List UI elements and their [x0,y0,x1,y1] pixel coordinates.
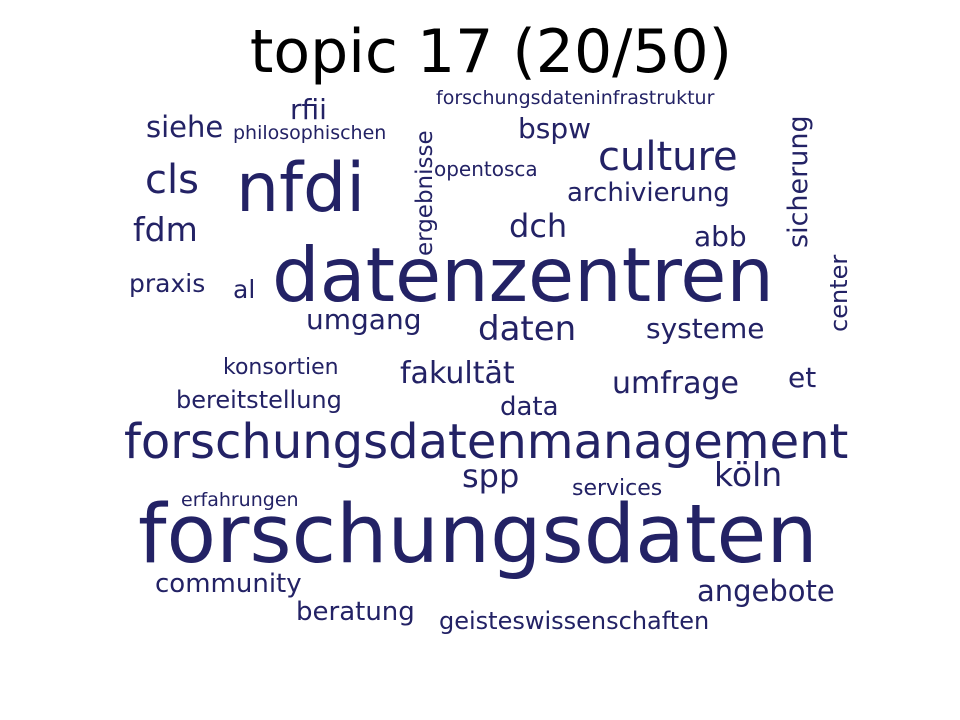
word-daten: daten [478,309,577,349]
word-archivierung: archivierung [567,178,730,208]
word-fakultaet: fakultät [400,356,515,391]
word-sicherung: sicherung [783,115,814,248]
word-forschungsdateninfrastruktur: forschungsdateninfrastruktur [436,87,715,109]
word-geisteswissenschaften: geisteswissenschaften [439,607,710,635]
word-datenzentren: datenzentren [272,231,774,319]
word-cls: cls [145,157,199,203]
word-forschungsdatenmanagement: forschungsdatenmanagement [124,414,849,470]
word-rfii: rfii [290,93,327,126]
word-services: services [572,476,663,501]
word-nfdi: nfdi [236,149,366,228]
word-abb: abb [694,220,747,253]
word-dch: dch [509,207,568,245]
word-bspw: bspw [518,112,592,145]
word-angebote: angebote [697,574,835,608]
word-philosophischen: philosophischen [233,122,387,144]
word-ergebnisse: ergebnisse [412,130,438,256]
word-fdm: fdm [133,210,198,249]
word-beratung: beratung [296,597,415,627]
word-koeln: köln [714,455,783,494]
word-data: data [500,392,559,422]
word-erfahrungen: erfahrungen [181,489,299,511]
word-siehe: siehe [146,110,224,144]
word-bereitstellung: bereitstellung [176,386,342,414]
word-praxis: praxis [129,269,206,298]
word-spp: spp [462,457,520,495]
word-umfrage: umfrage [612,366,740,401]
word-systeme: systeme [646,312,765,345]
word-community: community [155,569,302,599]
word-opentosca: opentosca [434,157,538,181]
word-konsortien: konsortien [223,355,339,380]
word-et: et [788,361,817,394]
word-al: al [233,275,256,304]
word-culture: culture [598,134,738,180]
chart-title: topic 17 (20/50) [249,17,733,87]
word-center: center [825,254,853,332]
word-forschungsdaten: forschungsdaten [138,488,818,582]
word-umgang: umgang [306,303,422,336]
